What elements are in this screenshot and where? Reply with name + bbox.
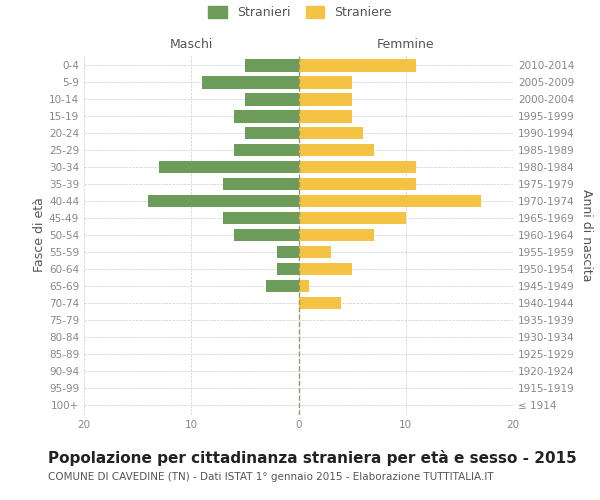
Bar xyxy=(299,93,352,106)
Bar xyxy=(299,178,416,190)
Bar xyxy=(202,76,299,88)
Bar xyxy=(299,212,406,224)
Bar xyxy=(266,280,299,292)
Bar xyxy=(299,160,416,173)
Bar xyxy=(234,144,299,156)
Y-axis label: Anni di nascita: Anni di nascita xyxy=(580,188,593,281)
Legend: Stranieri, Straniere: Stranieri, Straniere xyxy=(208,6,392,19)
Bar xyxy=(277,246,299,258)
Bar xyxy=(148,194,299,207)
Bar xyxy=(299,262,352,276)
Text: COMUNE DI CAVEDINE (TN) - Dati ISTAT 1° gennaio 2015 - Elaborazione TUTTITALIA.I: COMUNE DI CAVEDINE (TN) - Dati ISTAT 1° … xyxy=(48,472,494,482)
Bar xyxy=(234,110,299,122)
Bar xyxy=(299,126,363,140)
Bar xyxy=(299,59,416,72)
Bar xyxy=(299,280,309,292)
Bar xyxy=(223,212,299,224)
Y-axis label: Fasce di età: Fasce di età xyxy=(33,198,46,272)
Bar xyxy=(159,160,299,173)
Bar xyxy=(245,126,299,140)
Bar xyxy=(277,262,299,276)
Text: Maschi: Maschi xyxy=(170,38,213,52)
Bar xyxy=(299,228,374,241)
Bar xyxy=(299,144,374,156)
Bar xyxy=(299,110,352,122)
Bar xyxy=(299,296,341,310)
Bar xyxy=(245,59,299,72)
Bar xyxy=(245,93,299,106)
Bar xyxy=(234,228,299,241)
Bar xyxy=(299,76,352,88)
Bar xyxy=(299,194,481,207)
Text: Femmine: Femmine xyxy=(377,38,434,52)
Bar xyxy=(299,246,331,258)
Text: Popolazione per cittadinanza straniera per età e sesso - 2015: Popolazione per cittadinanza straniera p… xyxy=(48,450,577,466)
Bar xyxy=(223,178,299,190)
